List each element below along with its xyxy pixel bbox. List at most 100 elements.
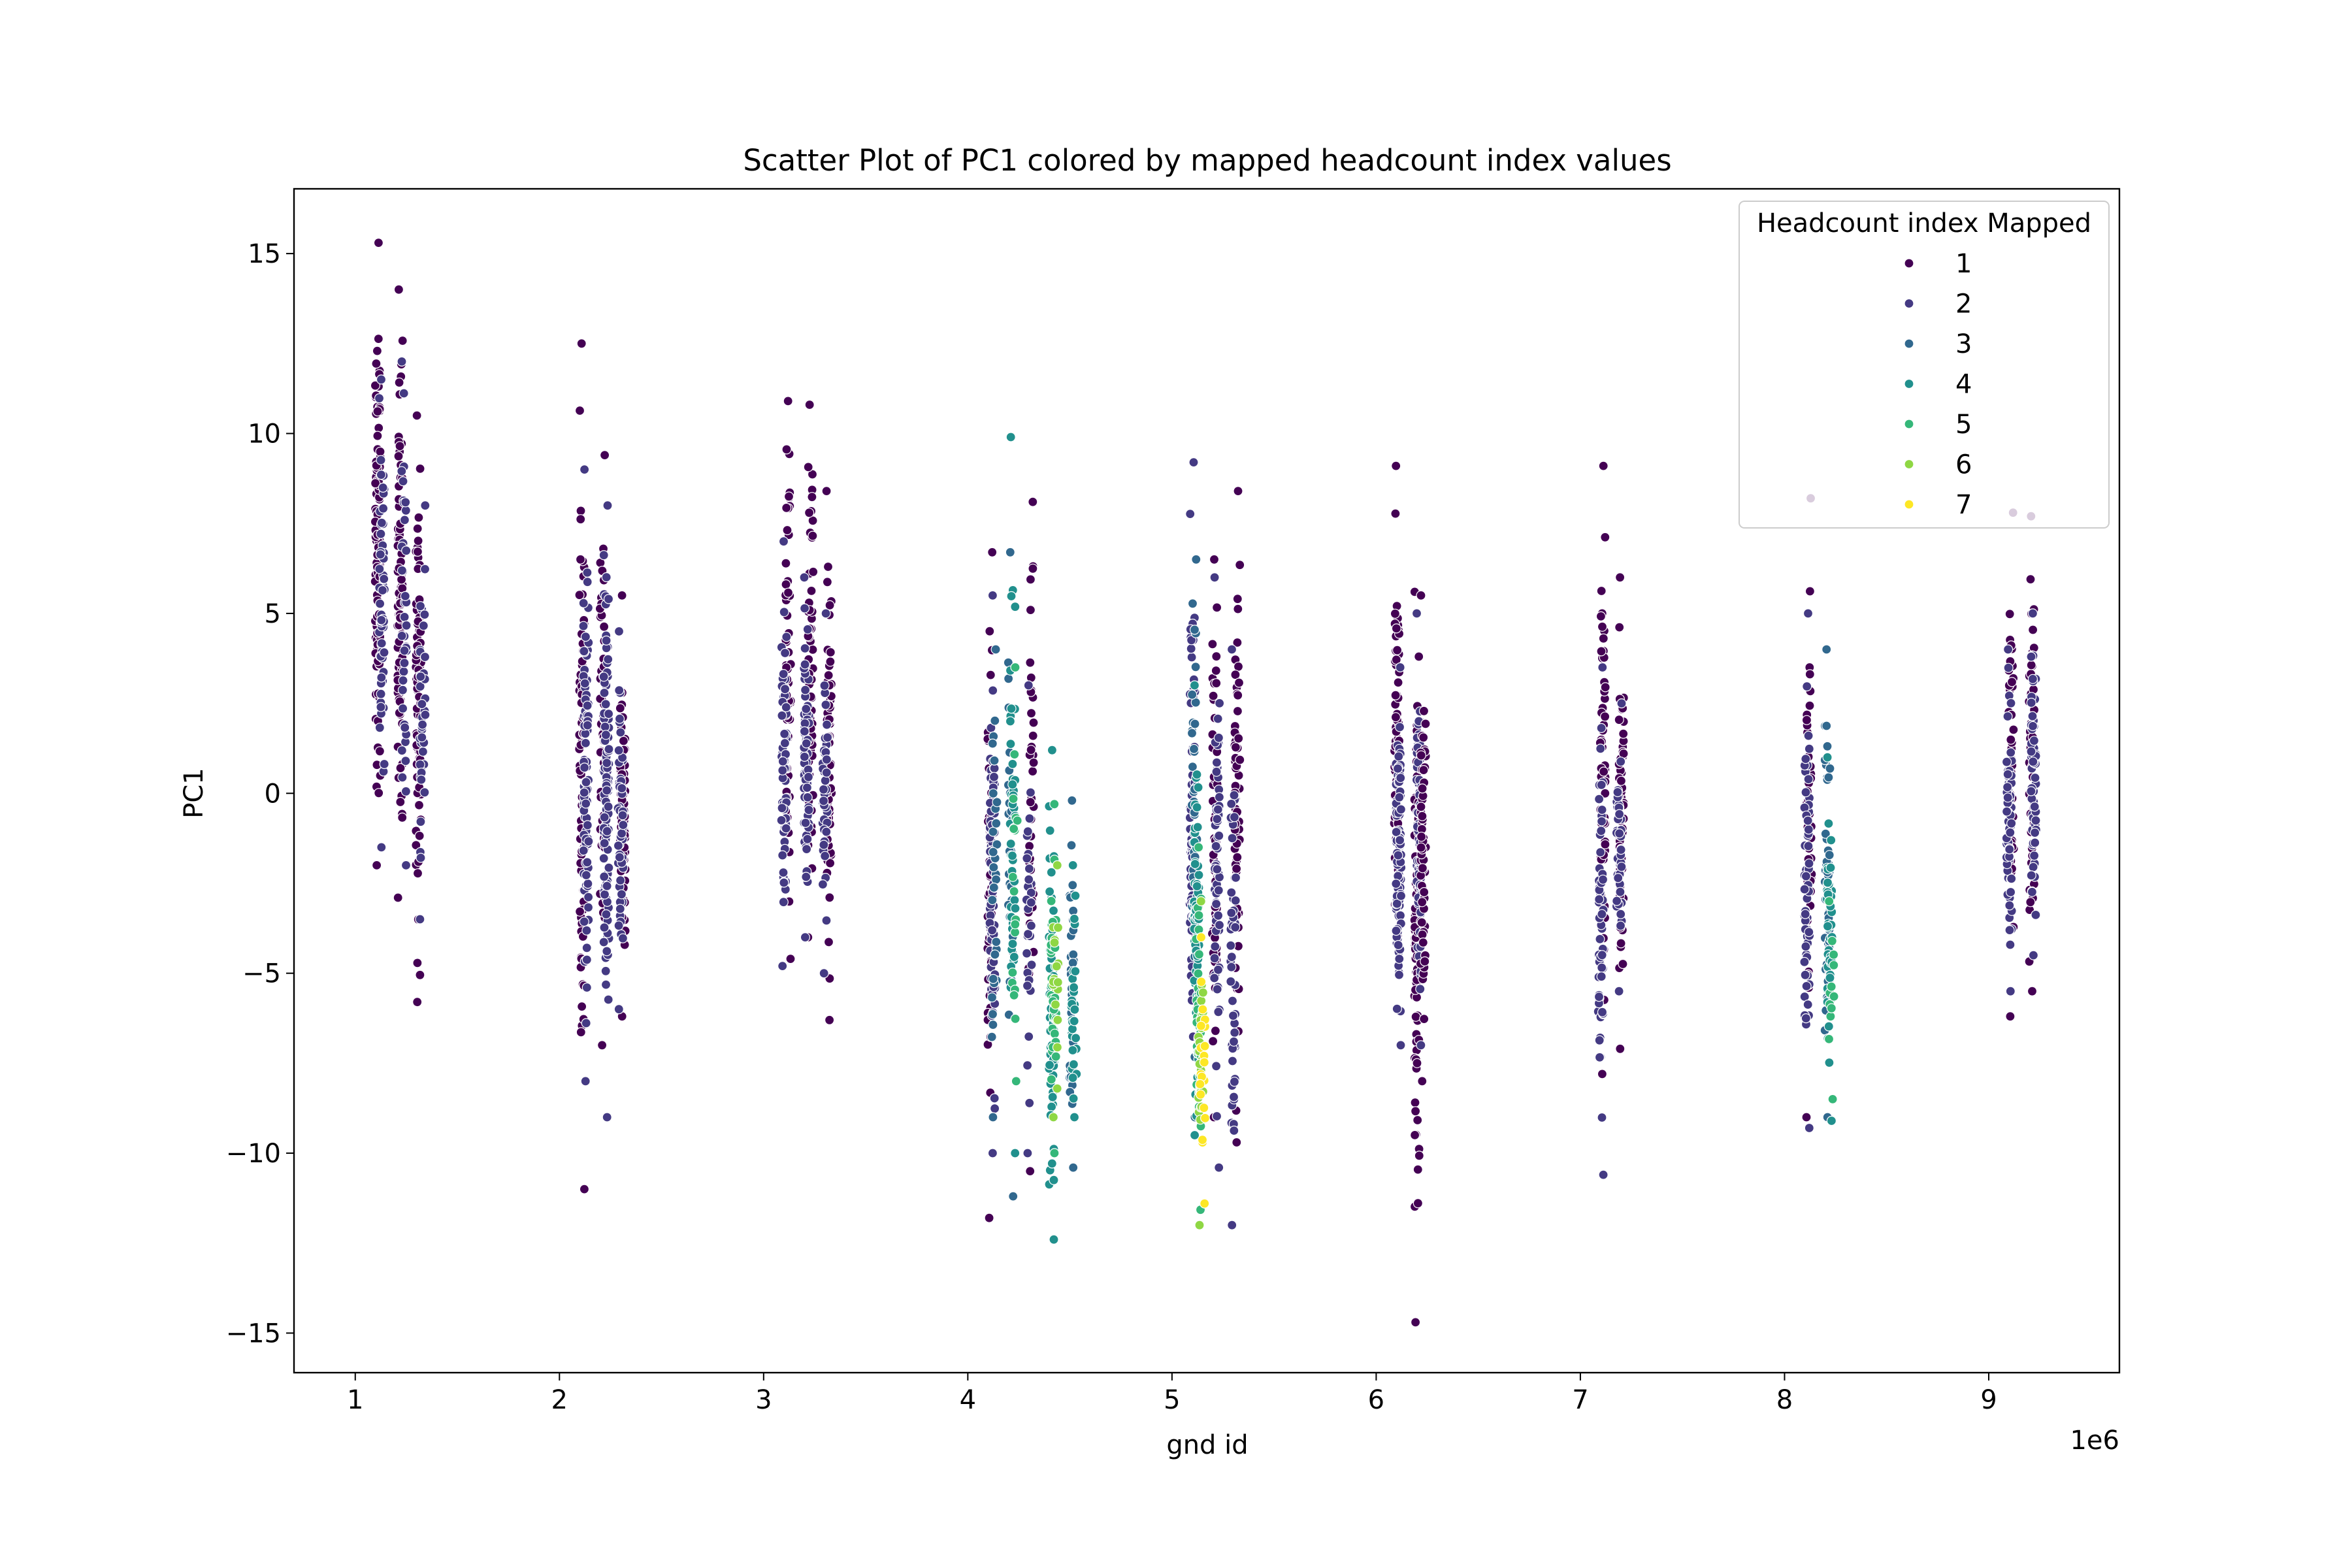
data-point <box>617 783 627 794</box>
data-point <box>1801 715 1812 725</box>
data-point <box>412 868 423 879</box>
data-point <box>1187 761 1198 772</box>
data-point <box>393 451 404 461</box>
data-point <box>799 603 810 613</box>
data-point <box>599 812 610 823</box>
data-point <box>783 396 793 406</box>
data-point <box>602 881 612 891</box>
data-point <box>399 515 410 525</box>
data-point <box>377 585 388 596</box>
legend-marker <box>1904 298 1914 309</box>
data-point <box>1226 798 1237 809</box>
data-point <box>1411 1317 1421 1328</box>
data-point <box>1007 779 1018 790</box>
data-point <box>1069 1016 1079 1026</box>
legend-marker <box>1904 419 1914 429</box>
data-point <box>412 958 423 968</box>
data-point <box>399 612 410 623</box>
data-point <box>1212 864 1222 875</box>
data-point <box>781 632 792 642</box>
data-point <box>397 772 408 783</box>
data-point <box>1596 826 1607 836</box>
data-point <box>1186 728 1198 738</box>
data-point <box>574 405 585 416</box>
data-point <box>613 626 625 637</box>
data-point <box>1804 926 1814 938</box>
data-point <box>1411 608 1422 619</box>
data-point <box>414 800 425 811</box>
data-point <box>821 719 832 730</box>
data-point <box>1196 1021 1207 1031</box>
data-point <box>2004 609 2015 619</box>
data-point <box>1391 623 1401 634</box>
data-point <box>779 684 791 694</box>
data-point <box>2004 900 2015 911</box>
data-point <box>1192 822 1203 832</box>
data-point <box>1233 604 1243 614</box>
data-point <box>781 558 791 568</box>
data-point <box>2027 674 2038 684</box>
data-point <box>1026 745 1036 755</box>
data-point <box>1826 835 1837 845</box>
data-point <box>602 826 612 836</box>
data-point <box>778 867 789 878</box>
data-point <box>378 482 388 493</box>
data-point <box>1597 950 1607 960</box>
data-point <box>1022 1148 1033 1158</box>
data-point <box>417 746 429 757</box>
data-point <box>375 549 385 560</box>
data-point <box>1596 585 1607 596</box>
data-point <box>1414 651 1424 662</box>
data-point <box>395 762 406 774</box>
data-point <box>400 591 410 602</box>
data-point <box>1196 896 1206 907</box>
data-point <box>1211 678 1222 689</box>
data-point <box>1419 887 1429 898</box>
data-point <box>1199 1103 1209 1113</box>
y-tick-label: 10 <box>248 419 281 449</box>
data-point <box>598 853 609 864</box>
data-point <box>1230 742 1241 753</box>
data-point <box>1024 863 1035 874</box>
data-point <box>1597 662 1608 673</box>
data-point <box>412 546 423 557</box>
data-point <box>1597 962 1607 973</box>
data-point <box>1186 644 1196 654</box>
data-point <box>1022 981 1033 991</box>
data-point <box>1022 853 1032 864</box>
data-point <box>1196 977 1207 987</box>
data-point <box>807 492 817 502</box>
data-point <box>414 512 424 523</box>
data-point <box>781 823 791 834</box>
data-point <box>1213 964 1224 975</box>
data-point <box>2008 725 2019 735</box>
data-point <box>1022 1060 1033 1071</box>
data-point <box>1618 958 1628 970</box>
data-point <box>1804 858 1814 869</box>
data-point <box>1066 840 1077 851</box>
data-point <box>987 925 998 936</box>
x-tick-label: 4 <box>960 1385 976 1415</box>
data-point <box>1048 1112 1059 1122</box>
data-point <box>2025 897 2036 907</box>
data-point <box>419 564 431 574</box>
data-point <box>583 878 593 889</box>
data-point <box>987 992 998 1003</box>
data-point <box>373 333 384 344</box>
data-point <box>1068 982 1079 992</box>
data-point <box>1597 1069 1607 1079</box>
data-point <box>1596 972 1607 982</box>
data-point <box>987 1009 998 1019</box>
data-point <box>1803 608 1814 619</box>
legend-entry-label: 3 <box>1955 329 1972 359</box>
data-point <box>1803 815 1813 826</box>
data-point <box>400 723 410 733</box>
data-point <box>603 802 613 812</box>
data-point <box>582 700 593 711</box>
data-point <box>778 897 789 907</box>
data-point <box>801 843 812 855</box>
data-point <box>988 772 1000 782</box>
data-point <box>1195 1079 1205 1090</box>
data-point <box>1047 745 1058 755</box>
data-point <box>1799 884 1810 894</box>
